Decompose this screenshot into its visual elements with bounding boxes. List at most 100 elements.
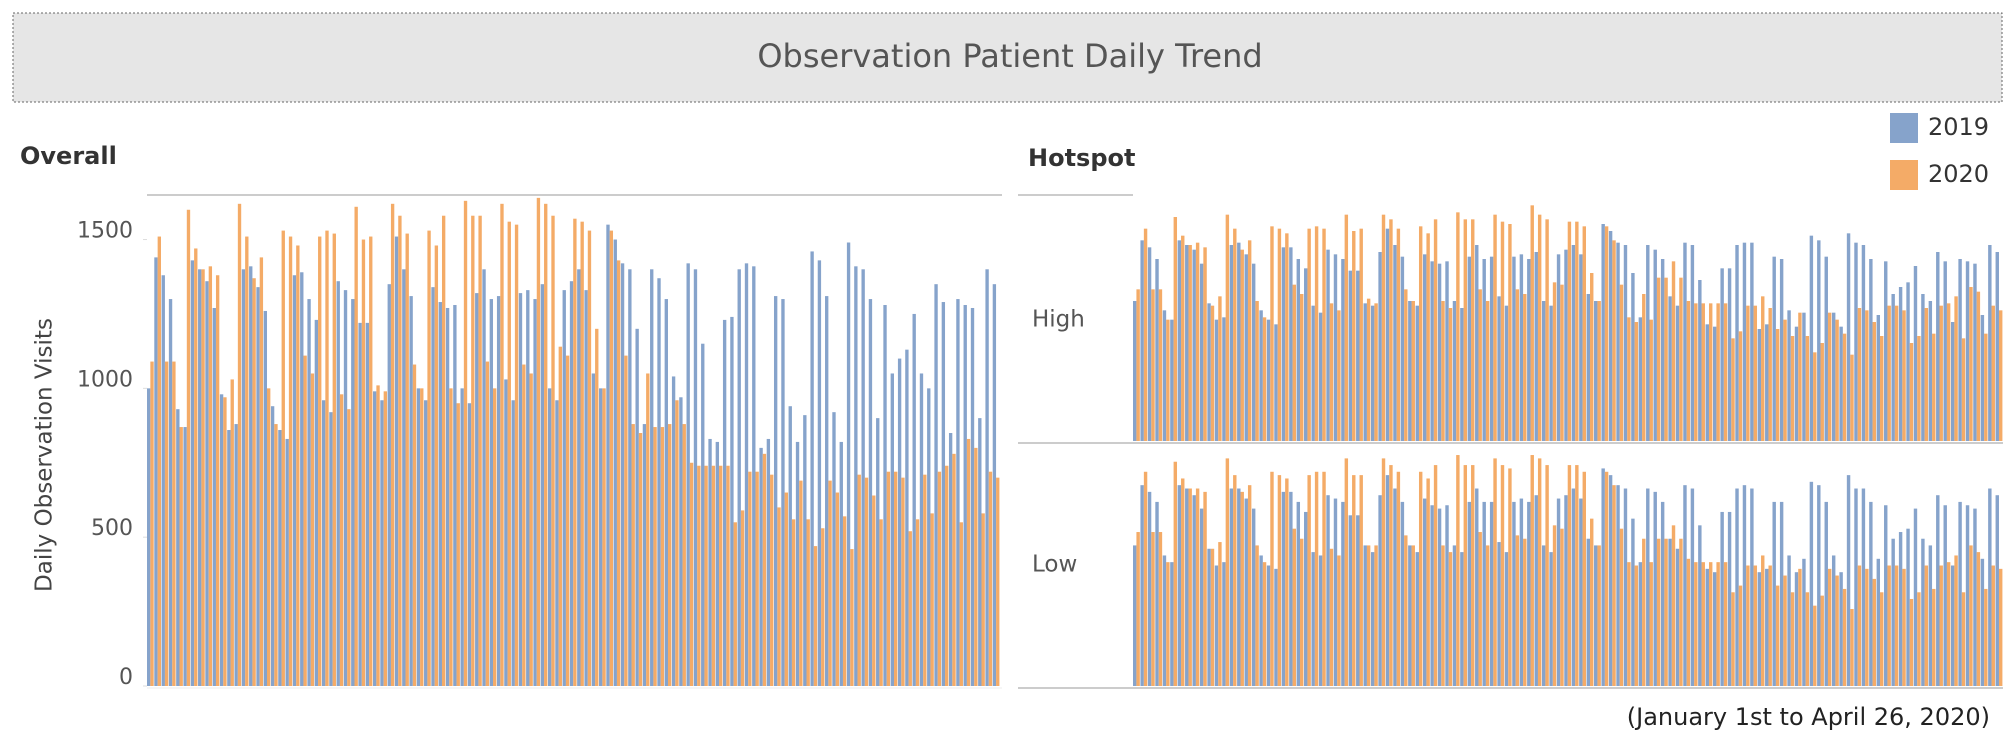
bar: [1515, 535, 1520, 686]
bar: [507, 221, 511, 686]
bar: [1192, 249, 1196, 441]
bar: [777, 507, 781, 686]
bar: [1166, 319, 1170, 441]
bar: [1549, 552, 1553, 686]
bar: [1701, 303, 1705, 441]
bar: [1519, 498, 1524, 686]
bar: [1735, 488, 1739, 686]
legend-swatch: [1890, 113, 1918, 143]
bar: [555, 400, 559, 686]
bar: [518, 293, 523, 686]
bar: [1222, 562, 1226, 686]
bar: [1170, 319, 1174, 441]
bar: [1549, 305, 1553, 441]
bar: [1207, 303, 1211, 441]
bar: [864, 477, 869, 686]
bar: [1660, 501, 1665, 686]
bar: [1314, 226, 1319, 441]
bar: [1720, 511, 1724, 686]
legend-swatch: [1890, 160, 1918, 190]
bar: [1463, 465, 1468, 686]
bar: [1906, 528, 1910, 686]
bar: [1857, 308, 1862, 441]
bar: [1203, 247, 1207, 441]
bar: [996, 477, 1000, 686]
bar: [1601, 224, 1605, 441]
bar: [1597, 545, 1601, 686]
bar: [526, 290, 530, 686]
bar: [1437, 263, 1442, 441]
bar: [321, 400, 326, 686]
bar: [1965, 505, 1970, 686]
bar: [1418, 471, 1423, 686]
bar: [1779, 259, 1784, 441]
bar: [1266, 319, 1271, 441]
bar: [1701, 562, 1705, 686]
bar: [1374, 303, 1378, 441]
bar: [1485, 545, 1490, 686]
bar: [1214, 319, 1219, 441]
bar: [1958, 259, 1962, 441]
bar: [1884, 505, 1888, 686]
bar: [1285, 478, 1289, 686]
bar: [657, 278, 661, 686]
bar: [1690, 488, 1695, 686]
bar: [682, 424, 686, 686]
bar: [1943, 505, 1947, 686]
bar: [1946, 303, 1951, 441]
bar: [1393, 488, 1397, 686]
bar: [1445, 505, 1449, 686]
bar: [1151, 289, 1155, 441]
bar: [1556, 498, 1561, 686]
bar: [1541, 301, 1546, 441]
bar: [1604, 471, 1609, 686]
bar: [1656, 277, 1661, 441]
bar: [737, 269, 741, 686]
bar: [1396, 471, 1401, 686]
bar: [1753, 565, 1758, 686]
bar: [219, 394, 224, 686]
bar: [1385, 228, 1390, 441]
bar: [1582, 226, 1586, 441]
bar: [1835, 575, 1839, 686]
bar: [1831, 555, 1836, 686]
bar: [1664, 538, 1668, 686]
bar: [1423, 498, 1427, 686]
bar: [1225, 458, 1230, 686]
bar: [1802, 312, 1806, 441]
bar: [1612, 240, 1616, 441]
bar: [1251, 508, 1256, 686]
bar: [1177, 485, 1182, 686]
bar: [1746, 565, 1750, 686]
bar: [1296, 259, 1301, 441]
bar: [339, 394, 344, 686]
bar: [1850, 354, 1854, 441]
bar: [711, 465, 716, 686]
bar: [1906, 282, 1910, 441]
bar: [1478, 289, 1482, 441]
bar: [1790, 592, 1795, 686]
bar: [868, 299, 873, 686]
bar: [1441, 301, 1445, 441]
bar: [1805, 336, 1810, 441]
bar: [1865, 568, 1869, 686]
bar: [1738, 585, 1743, 686]
bar: [1210, 305, 1215, 441]
y-tick-label: 1500: [77, 219, 133, 244]
bar: [1523, 538, 1527, 686]
bar: [963, 305, 967, 686]
bar: [1523, 294, 1527, 441]
bar: [1188, 488, 1192, 686]
bar: [1917, 336, 1921, 441]
bar: [358, 322, 362, 686]
bar: [551, 215, 555, 686]
bar: [1775, 585, 1780, 686]
bar: [631, 424, 635, 686]
bar: [981, 513, 985, 686]
bar: [1827, 312, 1832, 441]
bar: [966, 438, 971, 686]
bar: [915, 519, 920, 686]
bar: [161, 275, 165, 686]
bar: [1337, 310, 1341, 441]
bar: [1820, 595, 1824, 686]
